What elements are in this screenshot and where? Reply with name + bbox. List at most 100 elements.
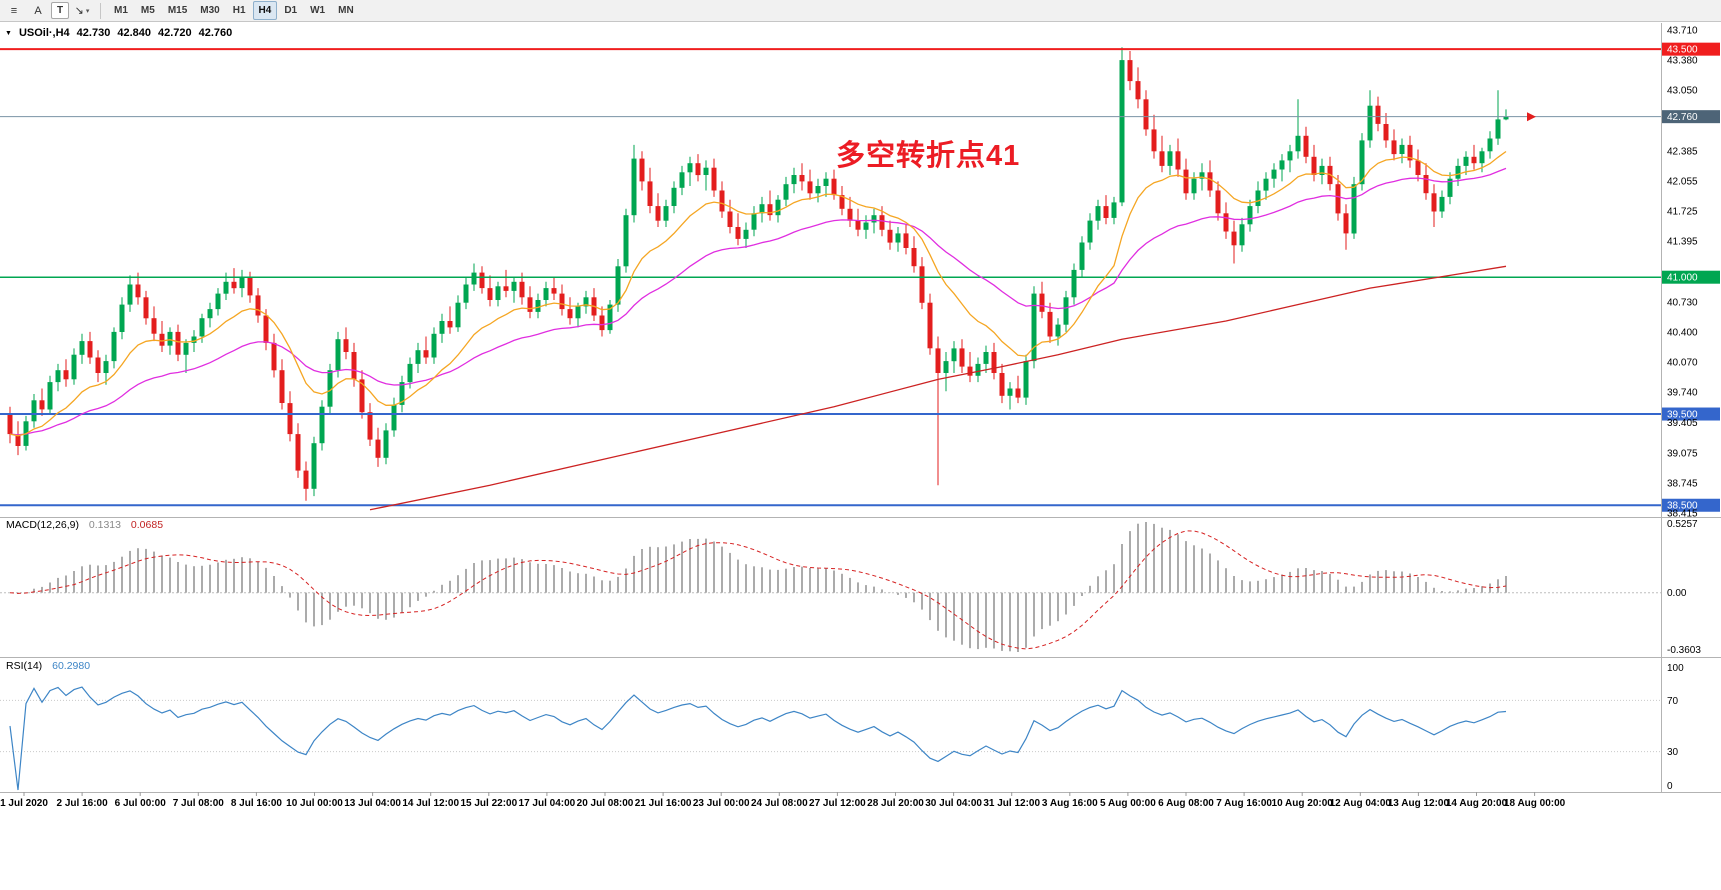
svg-text:39.740: 39.740 — [1667, 388, 1698, 399]
timeframe-button-d1[interactable]: D1 — [284, 5, 298, 16]
axis-layer: 43.500 41.000 39.500 38.500 42.760 43.710 43.3… — [0, 23, 1721, 793]
svg-text:1 Jul 2020: 1 Jul 2020 — [0, 798, 48, 809]
chart-title: ▼ USOil·,H4 42.730 42.840 42.720 42.760 — [5, 27, 232, 39]
svg-text:42.385: 42.385 — [1667, 146, 1698, 157]
svg-text:2 Jul 16:00: 2 Jul 16:00 — [57, 798, 109, 809]
macd-main-value: 0.1313 — [88, 519, 121, 531]
rsi-layer — [0, 686, 1661, 791]
svg-text:30: 30 — [1667, 747, 1679, 758]
svg-text:27 Jul 12:00: 27 Jul 12:00 — [809, 798, 866, 809]
macd-label: MACD(12,26,9) 0.1313 0.0685 — [6, 519, 163, 531]
timeframe-button-h1[interactable]: H1 — [232, 5, 246, 16]
svg-text:24 Jul 08:00: 24 Jul 08:00 — [751, 798, 808, 809]
macd-name: MACD(12,26,9) — [6, 519, 79, 531]
macd-signal-line — [9, 530, 1507, 650]
symbol-label: USOil·,H4 — [18, 27, 70, 39]
svg-text:18 Aug 00:00: 18 Aug 00:00 — [1504, 798, 1566, 809]
macd-signal-value: 0.0685 — [130, 519, 164, 531]
svg-text:7 Aug 16:00: 7 Aug 16:00 — [1216, 798, 1272, 809]
svg-text:8 Jul 16:00: 8 Jul 16:00 — [231, 798, 283, 809]
svg-text:10 Jul 00:00: 10 Jul 00:00 — [286, 798, 343, 809]
svg-text:31 Jul 12:00: 31 Jul 12:00 — [983, 798, 1040, 809]
svg-text:14 Jul 12:00: 14 Jul 12:00 — [402, 798, 459, 809]
svg-text:10 Aug 20:00: 10 Aug 20:00 — [1272, 798, 1334, 809]
svg-text:13 Aug 12:00: 13 Aug 12:00 — [1388, 798, 1450, 809]
last-price-arrow — [1527, 112, 1536, 122]
svg-text:21 Jul 16:00: 21 Jul 16:00 — [635, 798, 692, 809]
svg-text:41.395: 41.395 — [1667, 237, 1698, 248]
timeframe-button-w1[interactable]: W1 — [310, 5, 326, 16]
svg-text:70: 70 — [1667, 696, 1679, 707]
draw-arrow-icon: ↘ — [74, 5, 84, 17]
svg-text:17 Jul 04:00: 17 Jul 04:00 — [519, 798, 576, 809]
svg-text:-0.3603: -0.3603 — [1667, 645, 1701, 656]
rsi-name: RSI(14) — [6, 660, 43, 672]
toolbar-separator — [100, 2, 101, 19]
current-price-badge — [1662, 110, 1720, 124]
svg-text:43.380: 43.380 — [1667, 56, 1698, 67]
svg-text:42.760: 42.760 — [1667, 112, 1698, 123]
macd-layer — [0, 522, 1661, 652]
svg-text:14 Aug 20:00: 14 Aug 20:00 — [1446, 798, 1508, 809]
draw-tool-button[interactable]: ↘ ▾ — [71, 1, 93, 21]
timeframe-button-m15[interactable]: M15 — [167, 5, 188, 16]
svg-text:39.500: 39.500 — [1667, 410, 1698, 421]
ma-mid-line — [9, 167, 1507, 436]
svg-text:0: 0 — [1667, 781, 1673, 792]
svg-text:20 Jul 08:00: 20 Jul 08:00 — [577, 798, 634, 809]
timeframe-button-h4[interactable]: H4 — [252, 1, 278, 20]
svg-text:40.730: 40.730 — [1667, 297, 1698, 308]
lines-layer — [0, 48, 1661, 507]
svg-text:38.415: 38.415 — [1667, 509, 1698, 520]
price-level-badge — [1662, 270, 1720, 284]
rsi-line — [9, 686, 1507, 791]
svg-text:6 Jul 00:00: 6 Jul 00:00 — [115, 798, 167, 809]
svg-text:42.055: 42.055 — [1667, 176, 1698, 187]
svg-text:15 Jul 22:00: 15 Jul 22:00 — [460, 798, 517, 809]
annotation-a-icon[interactable]: A — [34, 4, 42, 17]
svg-text:39.405: 39.405 — [1667, 418, 1698, 429]
svg-text:13 Jul 04:00: 13 Jul 04:00 — [344, 798, 401, 809]
svg-text:43.500: 43.500 — [1667, 45, 1698, 56]
svg-text:100: 100 — [1667, 663, 1684, 674]
text-tool-icon[interactable]: T — [51, 2, 69, 19]
svg-text:40.070: 40.070 — [1667, 358, 1698, 369]
svg-text:38.500: 38.500 — [1667, 501, 1698, 512]
svg-text:0.5257: 0.5257 — [1667, 519, 1698, 530]
svg-text:3 Aug 16:00: 3 Aug 16:00 — [1042, 798, 1098, 809]
price-level-badge — [1662, 42, 1720, 56]
price-level-badge — [1662, 407, 1720, 421]
symbol-menu-caret-icon[interactable]: ▼ — [5, 29, 12, 37]
svg-text:43.050: 43.050 — [1667, 86, 1698, 97]
svg-text:39.075: 39.075 — [1667, 448, 1698, 459]
timeframe-button-m5[interactable]: M5 — [140, 5, 155, 16]
ohlc-high: 42.840 — [117, 27, 151, 39]
ma-layer — [9, 150, 1507, 511]
svg-text:40.400: 40.400 — [1667, 327, 1698, 338]
svg-text:23 Jul 00:00: 23 Jul 00:00 — [693, 798, 750, 809]
svg-text:43.710: 43.710 — [1667, 26, 1698, 37]
svg-text:7 Jul 08:00: 7 Jul 08:00 — [173, 798, 225, 809]
chevron-down-icon: ▾ — [85, 7, 90, 15]
toolbar: ≡ A T ↘ ▾ M1 M5 M15 M30 H1 H4 D1 W1 MN — [0, 0, 1721, 22]
svg-text:41.725: 41.725 — [1667, 207, 1698, 218]
svg-text:0.00: 0.00 — [1667, 588, 1687, 599]
timeframe-button-m30[interactable]: M30 — [200, 5, 220, 16]
ohlc-close: 42.760 — [198, 27, 233, 39]
chart-list-icon[interactable]: ≡ — [10, 4, 18, 17]
chart-annotation: 多空转折点41 — [836, 140, 1021, 172]
svg-text:5 Aug 00:00: 5 Aug 00:00 — [1100, 798, 1156, 809]
svg-text:38.745: 38.745 — [1667, 478, 1698, 489]
ma-slow-line — [369, 265, 1507, 511]
timeframe-button-mn[interactable]: MN — [338, 5, 354, 16]
ohlc-open: 42.730 — [76, 27, 111, 39]
candles-layer — [7, 47, 1509, 501]
timeframe-button-m1[interactable]: M1 — [114, 5, 128, 16]
rsi-label: RSI(14) 60.2980 — [6, 660, 90, 672]
svg-text:41.000: 41.000 — [1667, 273, 1698, 284]
rsi-value: 60.2980 — [52, 660, 91, 672]
svg-text:12 Aug 04:00: 12 Aug 04:00 — [1330, 798, 1392, 809]
svg-text:30 Jul 04:00: 30 Jul 04:00 — [925, 798, 982, 809]
